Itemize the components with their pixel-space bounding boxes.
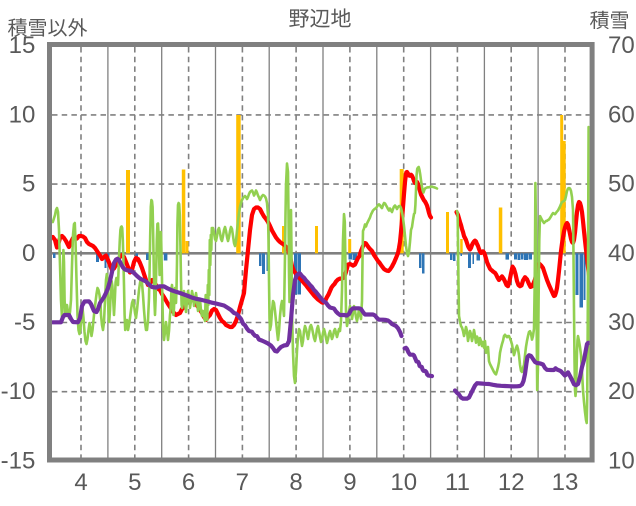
- svg-text:10: 10: [390, 469, 417, 496]
- svg-text:50: 50: [608, 171, 635, 198]
- svg-text:9: 9: [343, 469, 356, 496]
- svg-text:15: 15: [9, 32, 36, 59]
- svg-text:20: 20: [608, 378, 635, 405]
- svg-text:30: 30: [608, 309, 635, 336]
- svg-text:-15: -15: [1, 447, 36, 474]
- svg-text:13: 13: [552, 469, 579, 496]
- svg-text:5: 5: [22, 171, 35, 198]
- svg-text:10: 10: [608, 447, 635, 474]
- svg-text:8: 8: [289, 469, 302, 496]
- svg-text:4: 4: [74, 469, 87, 496]
- svg-text:60: 60: [608, 101, 635, 128]
- svg-text:40: 40: [608, 240, 635, 267]
- svg-text:10: 10: [9, 101, 36, 128]
- svg-text:-10: -10: [1, 378, 36, 405]
- svg-text:5: 5: [128, 469, 141, 496]
- svg-text:-5: -5: [14, 309, 35, 336]
- svg-text:6: 6: [182, 469, 195, 496]
- svg-text:0: 0: [22, 240, 35, 267]
- svg-text:7: 7: [236, 469, 249, 496]
- svg-text:11: 11: [445, 469, 470, 496]
- svg-text:70: 70: [608, 32, 635, 59]
- svg-text:12: 12: [498, 469, 525, 496]
